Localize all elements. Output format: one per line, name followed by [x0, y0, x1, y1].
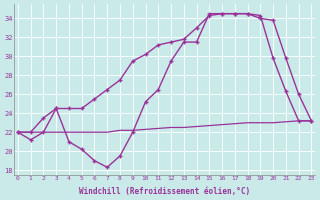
X-axis label: Windchill (Refroidissement éolien,°C): Windchill (Refroidissement éolien,°C)	[79, 187, 250, 196]
